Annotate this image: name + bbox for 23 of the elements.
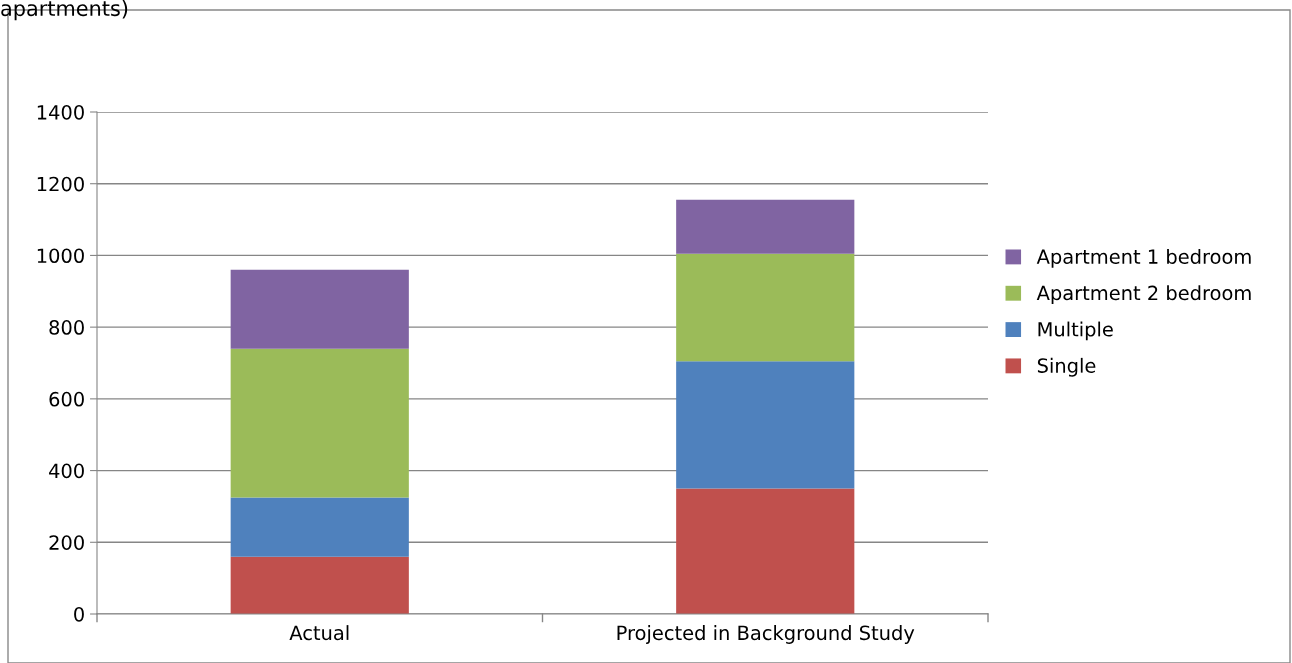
bar xyxy=(676,488,855,614)
bar xyxy=(676,253,855,362)
legend-label: Apartment 1 bedroom xyxy=(1036,248,1251,268)
legend-label: Multiple xyxy=(1038,321,1113,341)
bar xyxy=(230,348,409,498)
y-tick-label: 800 xyxy=(49,320,84,335)
y-tick-label: 1000 xyxy=(37,248,84,264)
bar xyxy=(230,556,409,614)
legend-label: Apartment 2 bedroom xyxy=(1036,285,1251,305)
y-tick-label: 400 xyxy=(49,463,84,479)
y-tick-label: 1400 xyxy=(37,104,84,120)
y-tick-label: 0 xyxy=(74,606,84,622)
x-tick-label: Projected in Background Study xyxy=(617,625,915,644)
x-tick-label: Actual xyxy=(289,625,349,641)
bar xyxy=(230,269,409,349)
bar xyxy=(676,361,855,489)
y-tick-label: 200 xyxy=(49,535,84,550)
y-tick-label: 1200 xyxy=(37,176,84,192)
chart-title: apartments) xyxy=(1,0,128,21)
bar xyxy=(230,497,409,557)
legend-label: Single xyxy=(1037,357,1096,377)
bar xyxy=(676,199,855,254)
y-tick-label: 600 xyxy=(49,391,84,407)
